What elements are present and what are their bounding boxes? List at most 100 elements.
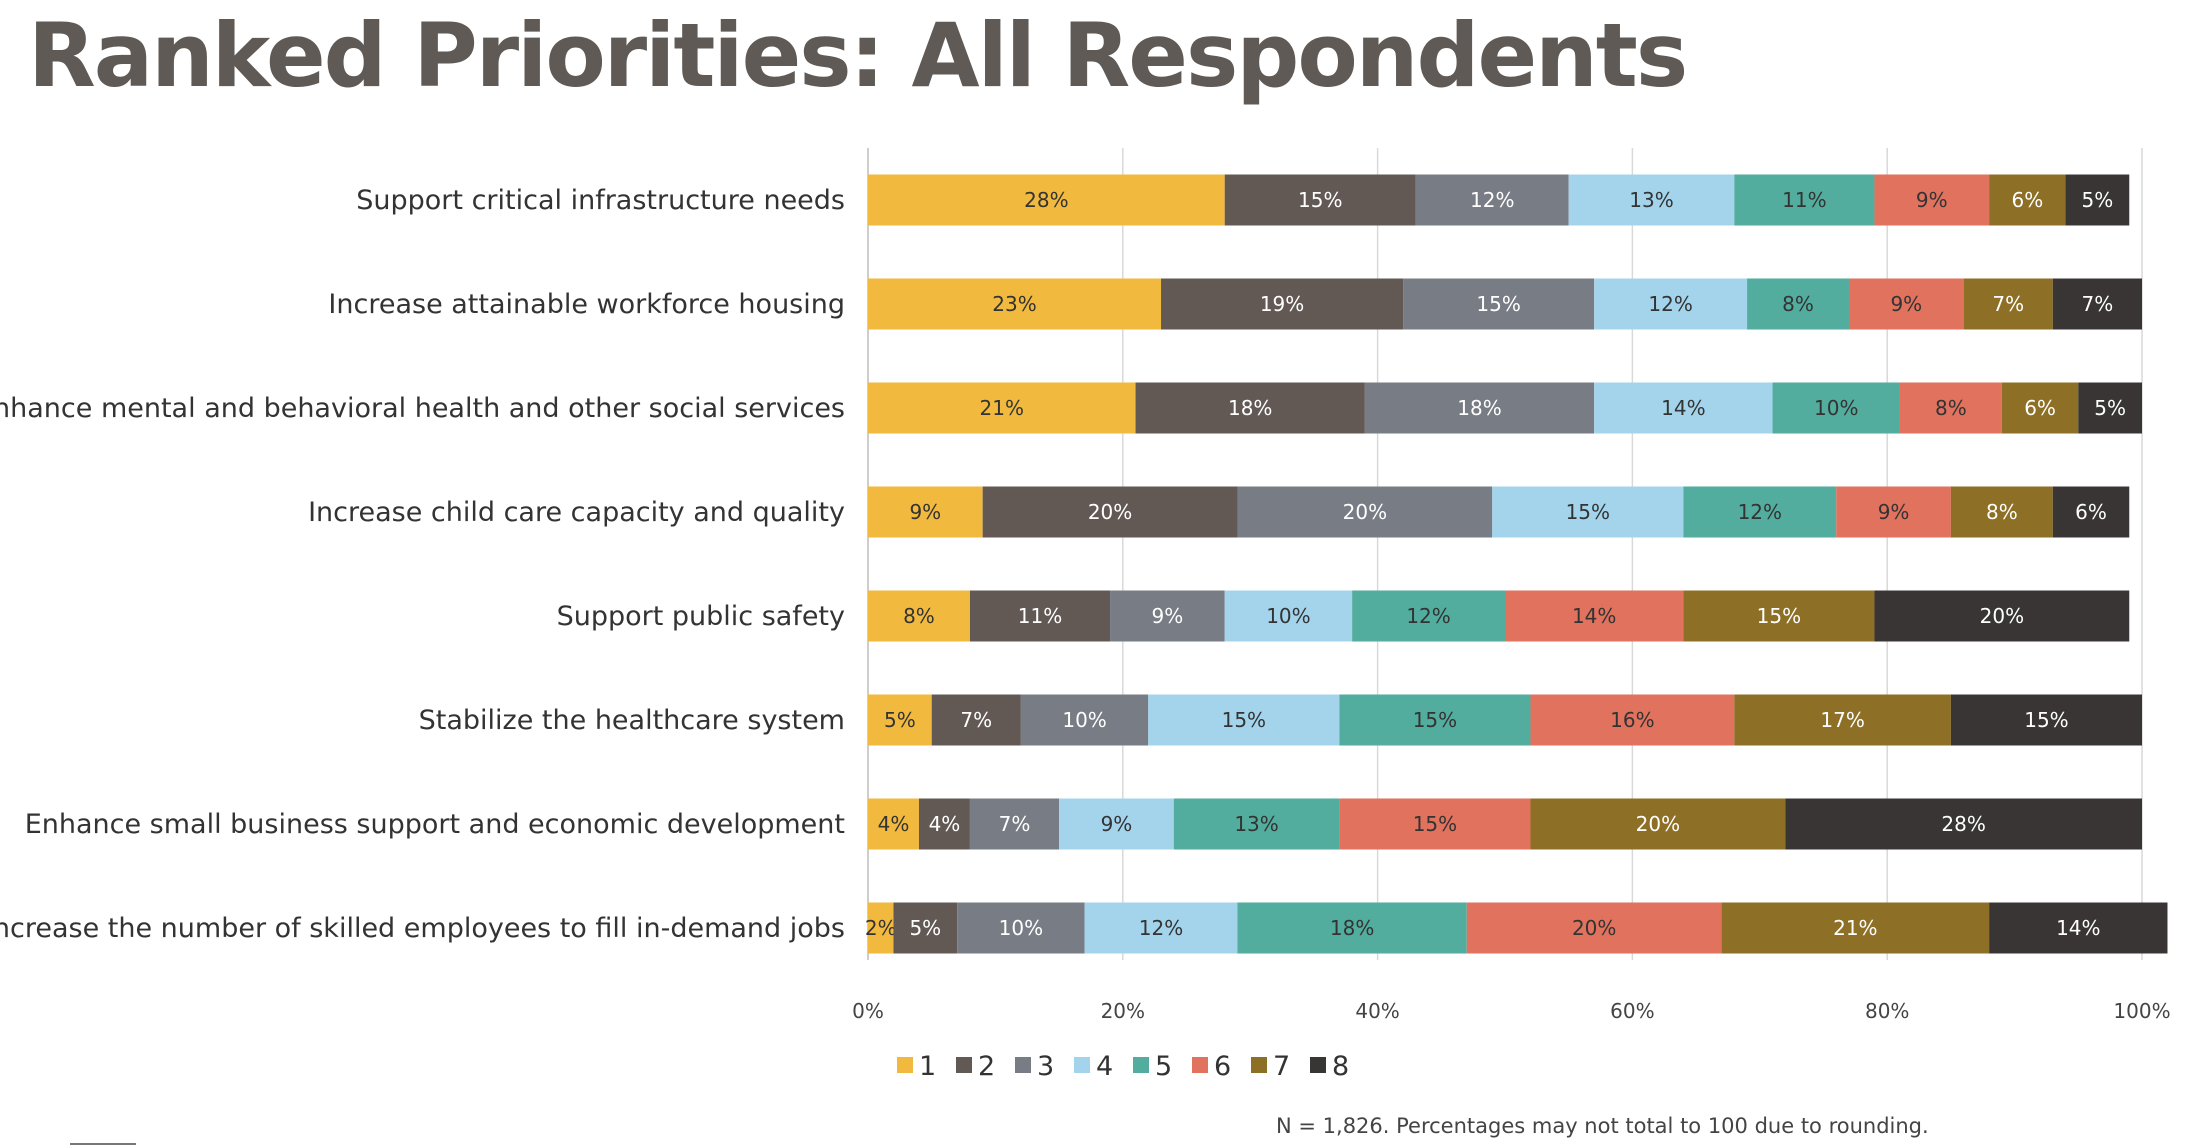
- bar-segment-rank-1: [868, 278, 1162, 330]
- bar-segment-rank-2: [893, 902, 958, 954]
- bar-segment-rank-4: [1084, 902, 1238, 954]
- data-label: 11%: [1018, 604, 1062, 628]
- data-label: 10%: [1266, 604, 1310, 628]
- data-label: 14%: [1572, 604, 1616, 628]
- x-tick-label: 40%: [1355, 999, 1399, 1023]
- bar-segment-rank-8: [2065, 174, 2130, 226]
- legend-label: 4: [1096, 1051, 1113, 1082]
- footnote: N = 1,826. Percentages may not total to …: [1276, 1114, 1929, 1138]
- legend-swatch-4: [1074, 1057, 1090, 1073]
- data-label: 21%: [1833, 916, 1877, 940]
- data-label: 11%: [1782, 188, 1826, 212]
- legend-swatch-2: [956, 1057, 972, 1073]
- category-label: Increase attainable workforce housing: [328, 289, 845, 320]
- data-label: 5%: [2094, 396, 2126, 420]
- bar-segment-rank-3: [1020, 694, 1149, 746]
- data-label: 7%: [960, 708, 992, 732]
- bar-segment-rank-7: [1963, 278, 2053, 330]
- data-label: 5%: [884, 708, 916, 732]
- bar-segment-rank-6: [1836, 486, 1951, 538]
- data-label: 12%: [1139, 916, 1183, 940]
- page-title: Ranked Priorities: All Respondents: [28, 4, 1688, 107]
- data-label: 8%: [1986, 500, 2018, 524]
- category-label: Enhance small business support and econo…: [25, 809, 845, 840]
- data-label: 9%: [1878, 500, 1910, 524]
- bar-segment-rank-8: [1874, 590, 2130, 642]
- category-label: Increase child care capacity and quality: [308, 497, 845, 528]
- x-tick-label: 20%: [1101, 999, 1145, 1023]
- legend-label: 2: [978, 1051, 995, 1082]
- legend-label: 1: [919, 1051, 936, 1082]
- data-label: 12%: [1738, 500, 1782, 524]
- bar-segment-rank-5: [1683, 486, 1837, 538]
- bar-segment-rank-7: [1530, 798, 1786, 850]
- data-label: 20%: [1636, 812, 1680, 836]
- data-label: 12%: [1648, 292, 1692, 316]
- data-label: 15%: [1757, 604, 1801, 628]
- bar-segment-rank-7: [2001, 382, 2079, 434]
- bar-segment-rank-6: [1848, 278, 1964, 330]
- data-label: 4%: [929, 812, 961, 836]
- bar-segment-rank-3: [957, 902, 1085, 954]
- category-label: Support public safety: [557, 601, 845, 632]
- bar-segment-rank-2: [1161, 278, 1404, 330]
- data-label: 18%: [1228, 396, 1272, 420]
- category-label: Support critical infrastructure needs: [356, 185, 845, 216]
- data-label: 15%: [1413, 812, 1457, 836]
- data-label: 2%: [865, 916, 897, 940]
- bar-segment-rank-6: [1899, 382, 2002, 434]
- legend-swatch-6: [1192, 1057, 1208, 1073]
- bar-segment-rank-6: [1466, 902, 1722, 954]
- data-label: 9%: [1152, 604, 1184, 628]
- data-label: 15%: [1298, 188, 1342, 212]
- data-label: 15%: [2024, 708, 2068, 732]
- data-label: 20%: [1572, 916, 1616, 940]
- data-label: 13%: [1629, 188, 1673, 212]
- data-label: 8%: [903, 604, 935, 628]
- bar-segment-rank-4: [1059, 798, 1174, 850]
- data-label: 15%: [1476, 292, 1520, 316]
- stacked-bar-chart: Support critical infrastructure needs 2 8%…: [0, 148, 2171, 1082]
- x-tick-label: 100%: [2113, 999, 2170, 1023]
- category-label: Stabilize the healthcare system: [419, 705, 845, 736]
- data-label: 10%: [999, 916, 1043, 940]
- bar-segment-rank-4: [1594, 278, 1748, 330]
- bar-segment-rank-2: [931, 694, 1021, 746]
- bar-segment-rank-8: [1785, 798, 2142, 850]
- bar-segment-rank-5: [1352, 590, 1505, 642]
- bar-segment-rank-1: [868, 382, 1136, 434]
- bar-segment-rank-2: [982, 486, 1238, 538]
- bar-segment-rank-8: [2052, 278, 2142, 330]
- data-label: 17%: [1820, 708, 1864, 732]
- x-tick-label: 80%: [1865, 999, 1909, 1023]
- data-label: 18%: [1457, 396, 1501, 420]
- data-label: 5%: [2082, 188, 2114, 212]
- data-label: 18%: [1330, 916, 1374, 940]
- bar-segment-rank-6: [1339, 798, 1531, 850]
- data-label: 16%: [1610, 708, 1654, 732]
- bar-segment-rank-3: [1415, 174, 1569, 226]
- bar-segment-rank-5: [1772, 382, 1900, 434]
- data-label: 6%: [2011, 188, 2043, 212]
- data-label: 21%: [980, 396, 1024, 420]
- data-label: 7%: [999, 812, 1031, 836]
- data-label: 9%: [909, 500, 941, 524]
- legend-label: 3: [1037, 1051, 1054, 1082]
- legend-label: 5: [1155, 1051, 1172, 1082]
- data-label: 10%: [1814, 396, 1858, 420]
- data-label: 14%: [1661, 396, 1705, 420]
- bar-segment-rank-3: [1237, 486, 1493, 538]
- data-label: 15%: [1566, 500, 1610, 524]
- bar-segment-rank-5: [1237, 902, 1467, 954]
- bar-segment-rank-1: [868, 174, 1225, 226]
- data-label: 12%: [1470, 188, 1514, 212]
- bar-segment-rank-6: [1530, 694, 1735, 746]
- bar-segment-rank-1: [868, 902, 894, 954]
- bar-segment-rank-7: [1734, 694, 1951, 746]
- bar-segment-rank-7: [1683, 590, 1875, 642]
- data-label: 9%: [1916, 188, 1948, 212]
- bar-segment-rank-4: [1148, 694, 1340, 746]
- bar-segment-rank-7: [1721, 902, 1990, 954]
- legend-label: 6: [1214, 1051, 1231, 1082]
- bar-segment-rank-2: [918, 798, 970, 850]
